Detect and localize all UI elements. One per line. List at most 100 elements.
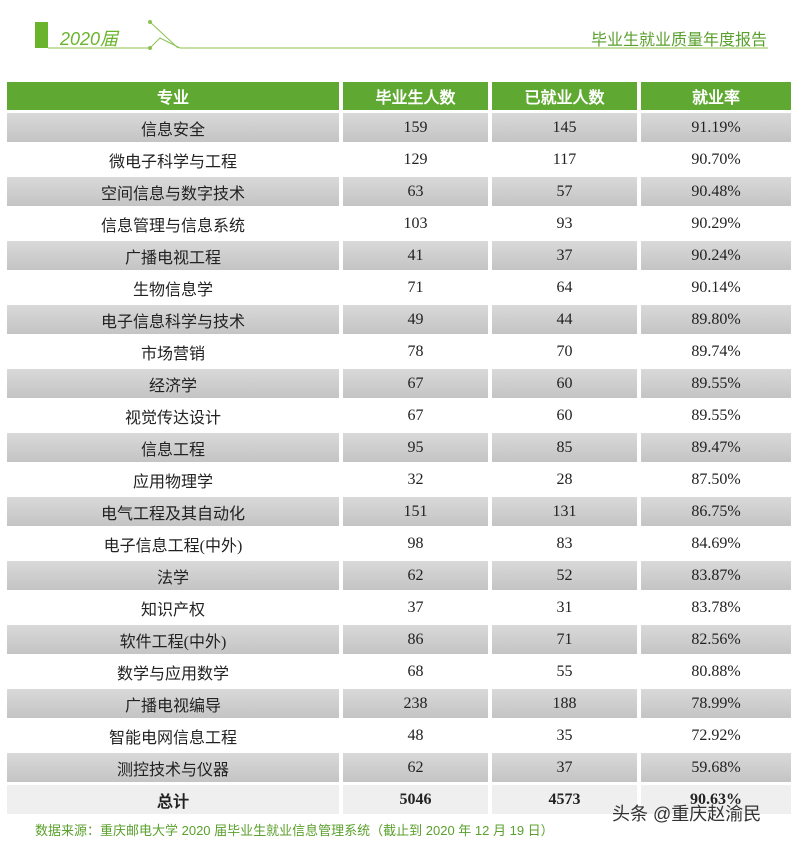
table-cell: 微电子科学与工程 (7, 145, 339, 174)
table-cell: 131 (492, 497, 637, 526)
table-cell: 57 (492, 177, 637, 206)
table-cell: 55 (492, 657, 637, 686)
table-row: 智能电网信息工程 48 35 72.92% (7, 721, 791, 750)
table-cell: 188 (492, 689, 637, 718)
table-cell: 41 (343, 241, 488, 270)
table-cell: 82.56% (641, 625, 791, 654)
header-lines (48, 20, 768, 50)
table-cell: 83 (492, 529, 637, 558)
table-row: 微电子科学与工程 129 117 90.70% (7, 145, 791, 174)
table-cell: 83.87% (641, 561, 791, 590)
source-note: 数据来源：重庆邮电大学 2020 届毕业生就业信息管理系统（截止到 2020 年… (35, 823, 554, 838)
table-row: 广播电视工程 41 37 90.24% (7, 241, 791, 270)
watermark: 头条 @重庆赵渝民 (612, 804, 762, 824)
column-header: 就业率 (641, 82, 791, 110)
table-row: 广播电视编导 238 188 78.99% (7, 689, 791, 718)
table-cell: 90.48% (641, 177, 791, 206)
table-row: 测控技术与仪器 62 37 59.68% (7, 753, 791, 782)
table-cell: 48 (343, 721, 488, 750)
table-row: 法学 62 52 83.87% (7, 561, 791, 590)
table-cell: 93 (492, 209, 637, 238)
table-cell: 生物信息学 (7, 273, 339, 302)
total-cell: 90.63% (641, 785, 791, 814)
table-cell: 49 (343, 305, 488, 334)
table-row: 信息管理与信息系统 103 93 90.29% (7, 209, 791, 238)
table-cell: 35 (492, 721, 637, 750)
table-row: 软件工程(中外) 86 71 82.56% (7, 625, 791, 654)
table-cell: 91.19% (641, 113, 791, 142)
table-row: 电气工程及其自动化 151 131 86.75% (7, 497, 791, 526)
table-cell: 78 (343, 337, 488, 366)
table-cell: 31 (492, 593, 637, 622)
table-row: 视觉传达设计 67 60 89.55% (7, 401, 791, 430)
table-row: 空间信息与数字技术 63 57 90.48% (7, 177, 791, 206)
table-cell: 电子信息工程(中外) (7, 529, 339, 558)
table-cell: 62 (343, 753, 488, 782)
header-accent (35, 22, 48, 48)
table-cell: 37 (492, 753, 637, 782)
total-cell: 5046 (343, 785, 488, 814)
table-cell: 市场营销 (7, 337, 339, 366)
column-header: 毕业生人数 (343, 82, 488, 110)
table-cell: 89.80% (641, 305, 791, 334)
table-cell: 84.69% (641, 529, 791, 558)
table-cell: 空间信息与数字技术 (7, 177, 339, 206)
table-cell: 72.92% (641, 721, 791, 750)
table-row: 电子信息工程(中外) 98 83 84.69% (7, 529, 791, 558)
table-cell: 软件工程(中外) (7, 625, 339, 654)
table-cell: 电子信息科学与技术 (7, 305, 339, 334)
table-cell: 信息安全 (7, 113, 339, 142)
table-row: 数学与应用数学 68 55 80.88% (7, 657, 791, 686)
table-cell: 70 (492, 337, 637, 366)
column-header: 专业 (7, 82, 339, 110)
table-cell: 52 (492, 561, 637, 590)
table-cell: 86.75% (641, 497, 791, 526)
table-cell: 85 (492, 433, 637, 462)
table-cell: 数学与应用数学 (7, 657, 339, 686)
table-cell: 44 (492, 305, 637, 334)
table-row: 经济学 67 60 89.55% (7, 369, 791, 398)
table-cell: 60 (492, 369, 637, 398)
table-cell: 信息工程 (7, 433, 339, 462)
table-cell: 89.55% (641, 401, 791, 430)
table-cell: 159 (343, 113, 488, 142)
table-cell: 86 (343, 625, 488, 654)
table-cell: 63 (343, 177, 488, 206)
table-cell: 28 (492, 465, 637, 494)
table-cell: 37 (492, 241, 637, 270)
table-cell: 应用物理学 (7, 465, 339, 494)
table-row: 电子信息科学与技术 49 44 89.80% (7, 305, 791, 334)
table-cell: 62 (343, 561, 488, 590)
table-cell: 视觉传达设计 (7, 401, 339, 430)
table-cell: 67 (343, 369, 488, 398)
table-cell: 89.74% (641, 337, 791, 366)
table-cell: 71 (492, 625, 637, 654)
table-row: 信息安全 159 145 91.19% (7, 113, 791, 142)
year-label: 2020届 (60, 29, 119, 49)
table-cell: 知识产权 (7, 593, 339, 622)
table-cell: 测控技术与仪器 (7, 753, 339, 782)
report-title: 毕业生就业质量年度报告 (590, 32, 767, 49)
table-row: 应用物理学 32 28 87.50% (7, 465, 791, 494)
table-cell: 98 (343, 529, 488, 558)
table-cell: 90.29% (641, 209, 791, 238)
column-header: 已就业人数 (492, 82, 637, 110)
table-cell: 78.99% (641, 689, 791, 718)
table-cell: 90.24% (641, 241, 791, 270)
table-cell: 129 (343, 145, 488, 174)
header-row: 专业 毕业生人数 已就业人数 就业率 (7, 82, 791, 110)
table-cell: 37 (343, 593, 488, 622)
table-cell: 90.70% (641, 145, 791, 174)
table-cell: 32 (343, 465, 488, 494)
table-cell: 87.50% (641, 465, 791, 494)
table-cell: 59.68% (641, 753, 791, 782)
table-cell: 广播电视工程 (7, 241, 339, 270)
table-cell: 89.47% (641, 433, 791, 462)
table-cell: 电气工程及其自动化 (7, 497, 339, 526)
total-cell: 总计 (7, 785, 339, 814)
table-cell: 68 (343, 657, 488, 686)
table-cell: 64 (492, 273, 637, 302)
table-cell: 67 (343, 401, 488, 430)
table-cell: 89.55% (641, 369, 791, 398)
